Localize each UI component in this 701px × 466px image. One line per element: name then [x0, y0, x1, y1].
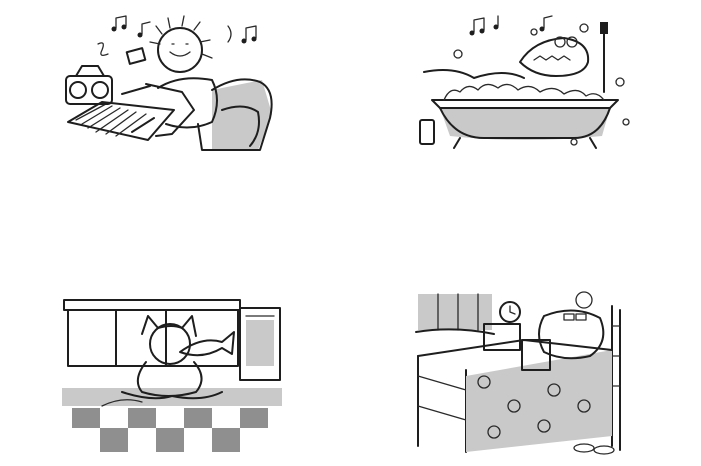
slipper-icon: [573, 443, 595, 453]
music-note-icon: [469, 15, 553, 36]
checkered-floor-icon: [62, 388, 282, 452]
music-note-icon: [97, 15, 257, 56]
bubble-icon: [453, 23, 630, 146]
cat-eating-fish-illustration: [62, 296, 282, 456]
book-icon: [521, 339, 551, 371]
radio-icon: [65, 65, 113, 105]
crocodile-bubble-bath-illustration: [414, 12, 638, 154]
hippo-reading-in-bed-illustration: [414, 286, 628, 456]
rug-icon: [67, 101, 175, 141]
bottle-icon: [419, 119, 435, 145]
alarm-clock-icon: [499, 301, 521, 323]
fish-icon: [179, 331, 235, 357]
slipper-icon: [593, 445, 615, 455]
lion-listening-music-illustration: [62, 14, 284, 154]
flower-icon: [477, 375, 591, 439]
